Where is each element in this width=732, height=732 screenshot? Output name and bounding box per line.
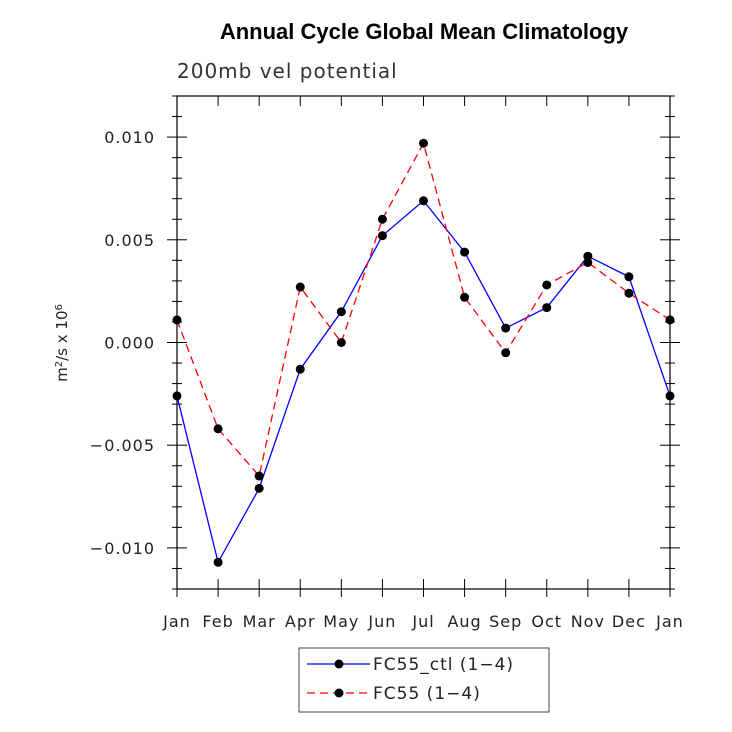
legend-label: FC55_ctl (1−4) — [373, 655, 514, 675]
x-tick-label: Apr — [285, 612, 316, 631]
ylabel-exp1: 2 — [54, 361, 65, 367]
data-point — [295, 364, 305, 374]
data-point — [377, 214, 387, 224]
plot-frame — [176, 95, 671, 590]
data-point — [172, 391, 182, 401]
series-markers — [172, 138, 675, 567]
axis-ticks — [167, 95, 680, 597]
x-tick-label: May — [323, 612, 359, 631]
data-point — [665, 315, 675, 325]
x-tick-label: Jan — [655, 612, 684, 631]
data-point — [624, 288, 634, 298]
series-lines — [176, 141, 671, 565]
chart-subtitle: 200mb vel potential — [177, 59, 398, 83]
x-tick-label: Aug — [447, 612, 481, 631]
data-point — [460, 247, 470, 257]
y-tick-label: −0.005 — [90, 436, 155, 455]
data-point — [254, 471, 264, 481]
data-point — [213, 557, 223, 567]
data-point — [583, 257, 593, 267]
data-point — [213, 424, 223, 434]
data-point — [377, 231, 387, 241]
data-point — [583, 251, 593, 261]
y-tick-label: 0.005 — [104, 231, 155, 250]
x-tick-label: Jan — [162, 612, 191, 631]
x-tick-label: Feb — [202, 612, 233, 631]
ylabel-base: m — [53, 367, 71, 382]
x-tick-labels: Jan Feb Mar Apr May Jun Jul Aug Sep Oct Nov Dec Jan — [162, 612, 684, 631]
x-tick-label: Jun — [367, 612, 396, 631]
y-axis-label: m2/s x 106 — [53, 304, 71, 382]
chart-title: Annual Cycle Global Mean Climatology — [220, 19, 629, 44]
x-tick-label: Jul — [411, 612, 434, 631]
data-point — [336, 338, 346, 347]
ylabel-mid: /s x 10 — [53, 311, 71, 361]
y-tick-label: 0.010 — [104, 128, 155, 147]
data-point — [501, 323, 511, 333]
x-tick-label: Oct — [531, 612, 562, 631]
data-point — [295, 282, 305, 292]
y-tick-label: 0.000 — [104, 334, 155, 353]
x-tick-label: Sep — [489, 612, 522, 631]
legend-items: FC55_ctl (1−4) FC55 (1−4) — [307, 655, 514, 704]
y-tick-labels: −0.010 −0.005 0.000 0.005 0.010 — [90, 128, 155, 558]
data-point — [254, 483, 264, 493]
y-tick-label: −0.010 — [90, 539, 155, 558]
x-tick-label: Mar — [243, 612, 276, 631]
legend-marker — [334, 659, 344, 669]
legend-marker — [334, 688, 344, 698]
ylabel-exp2: 6 — [54, 304, 65, 310]
data-point — [336, 307, 346, 317]
x-tick-label: Dec — [612, 612, 646, 631]
legend-box — [298, 647, 550, 713]
data-point — [460, 292, 470, 302]
data-point — [172, 315, 182, 325]
data-point — [665, 391, 675, 401]
series-line — [176, 199, 671, 565]
legend-label: FC55 (1−4) — [373, 684, 481, 704]
data-point — [624, 272, 634, 282]
data-point — [419, 196, 428, 206]
data-point — [542, 280, 552, 290]
x-tick-label: Nov — [571, 612, 605, 631]
data-point — [542, 303, 552, 313]
data-point — [501, 348, 511, 358]
series-line — [176, 141, 671, 478]
data-point — [419, 138, 428, 148]
legend: FC55_ctl (1−4) FC55 (1−4) — [298, 647, 550, 713]
